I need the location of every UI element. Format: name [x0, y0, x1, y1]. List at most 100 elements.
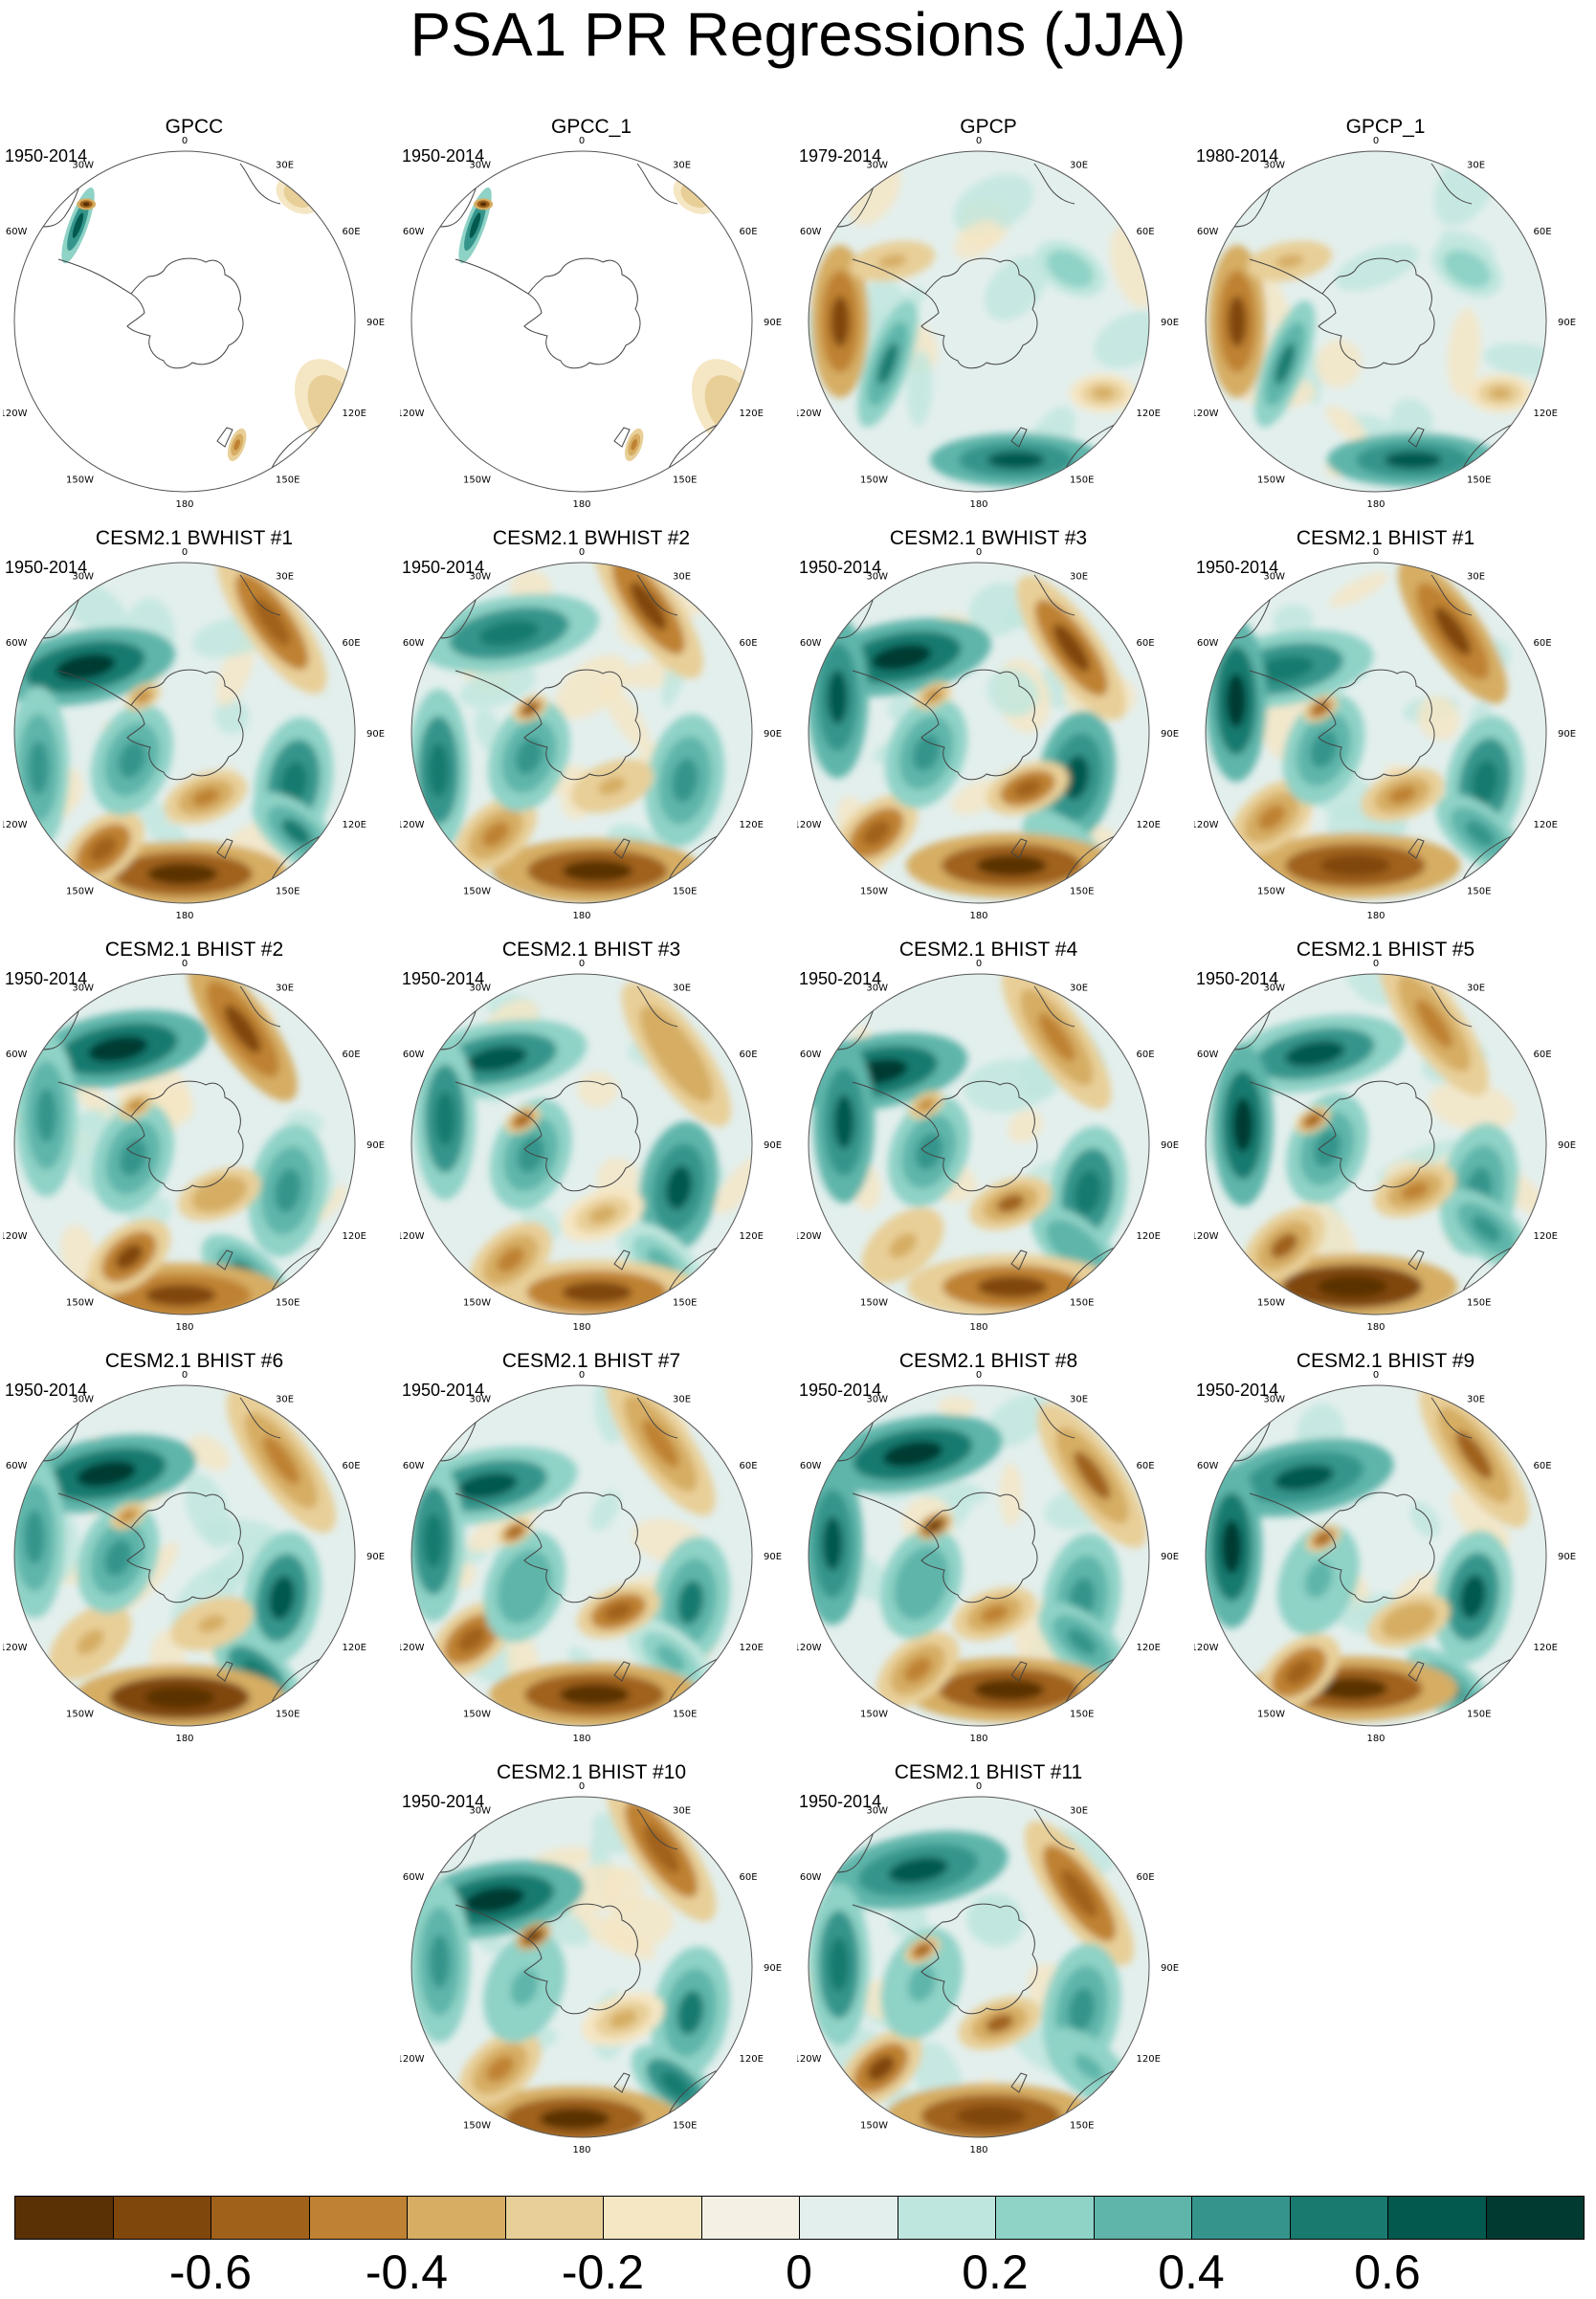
longitude-label: 180: [969, 1734, 987, 1744]
longitude-label: 30W: [866, 1394, 888, 1404]
polar-map: 030E60E90E120E150E180150W120W90W60W30W: [797, 1780, 1180, 2163]
colorbar-box: [799, 2196, 898, 2240]
longitude-label: 180: [969, 1322, 987, 1333]
precip-field: [797, 958, 1149, 1331]
longitude-label: 150E: [673, 2121, 697, 2132]
longitude-label: 90E: [764, 729, 782, 740]
longitude-label: 150E: [276, 887, 299, 897]
polar-map: 030E60E90E120E150E180150W120W90W60W30W: [400, 958, 783, 1340]
longitude-label: 0: [976, 1370, 982, 1381]
longitude-label: 90E: [366, 318, 385, 328]
longitude-label: 30E: [673, 1805, 691, 1816]
polar-map: 030E60E90E120E150E180150W120W90W60W30W: [1194, 958, 1577, 1340]
longitude-label: 120E: [740, 409, 764, 419]
colorbar-box: [1094, 2196, 1193, 2240]
longitude-label: 180: [572, 499, 590, 510]
longitude-label: 90E: [366, 1140, 385, 1151]
longitude-label: 120W: [1194, 409, 1219, 419]
longitude-label: 90E: [764, 1963, 782, 1974]
longitude-label: 30W: [1263, 160, 1285, 170]
longitude-label: 150W: [860, 475, 888, 486]
precip-field: [1201, 1369, 1547, 1742]
longitude-label: 0: [976, 547, 982, 558]
longitude-label: 30E: [276, 983, 294, 993]
colorbar-tick-label: -0.6: [153, 2245, 268, 2299]
longitude-label: 120W: [400, 820, 425, 830]
colorbar-box: [1290, 2196, 1389, 2240]
longitude-label: 150E: [1467, 1710, 1491, 1720]
longitude-label: 0: [579, 1370, 585, 1381]
longitude-label: 120E: [1137, 820, 1161, 830]
figure-title: PSA1 PR Regressions (JJA): [0, 0, 1596, 69]
colorbar-box: [603, 2196, 702, 2240]
longitude-label: 120E: [1534, 1643, 1558, 1653]
longitude-label: 30W: [72, 983, 94, 993]
precip-field: [797, 151, 1177, 492]
longitude-label: 60W: [800, 1050, 822, 1060]
longitude-label: 30W: [72, 1394, 94, 1404]
longitude-label: 150W: [1257, 887, 1285, 897]
longitude-label: 90E: [1558, 318, 1576, 328]
longitude-label: 60W: [1197, 227, 1219, 237]
longitude-label: 30W: [469, 160, 491, 170]
longitude-label: 30E: [673, 1394, 691, 1404]
longitude-label: 150E: [673, 887, 697, 897]
longitude-label: 150E: [276, 1710, 299, 1720]
map-panel: GPCC1950-2014030E60E90E120E150E180150W12…: [3, 116, 386, 518]
precip-field: [4, 1374, 355, 1731]
longitude-label: 60E: [1137, 638, 1155, 649]
longitude-label: 0: [579, 136, 585, 146]
longitude-label: 150W: [1257, 1298, 1285, 1309]
longitude-label: 150W: [463, 1298, 491, 1309]
longitude-label: 150W: [463, 887, 491, 897]
precip-field: [408, 546, 752, 918]
precip-field: [1206, 135, 1564, 492]
longitude-label: 120W: [400, 2054, 425, 2065]
longitude-label: 60E: [343, 638, 361, 649]
longitude-label: 120E: [1137, 1643, 1161, 1653]
longitude-label: 120W: [797, 1643, 822, 1653]
longitude-label: 90E: [1558, 1552, 1576, 1562]
longitude-label: 150W: [463, 2121, 491, 2132]
map-panel: GPCP1979-2014030E60E90E120E150E180150W12…: [797, 116, 1180, 518]
precip-field: [400, 1369, 752, 1727]
longitude-label: 150W: [463, 475, 491, 486]
longitude-label: 150W: [463, 1710, 491, 1720]
longitude-label: 120W: [1194, 1643, 1219, 1653]
longitude-label: 120E: [1137, 2054, 1161, 2065]
longitude-label: 150E: [673, 1710, 697, 1720]
longitude-label: 30E: [1070, 1394, 1088, 1404]
colorbar-box: [1486, 2196, 1585, 2240]
longitude-label: 150W: [860, 887, 888, 897]
colorbar-tick-label: 0.6: [1330, 2245, 1445, 2299]
longitude-label: 150E: [1467, 887, 1491, 897]
longitude-label: 30W: [866, 571, 888, 582]
longitude-label: 30E: [1070, 571, 1088, 582]
longitude-label: 180: [572, 2145, 590, 2155]
longitude-label: 60W: [403, 227, 425, 237]
polar-map: 030E60E90E120E150E180150W120W90W60W30W: [400, 1369, 783, 1752]
longitude-label: 0: [182, 959, 188, 969]
precip-field: [1194, 958, 1558, 1319]
polar-map: 030E60E90E120E150E180150W120W90W60W30W: [400, 546, 783, 929]
longitude-label: 0: [976, 136, 982, 146]
polar-map: 030E60E90E120E150E180150W120W90W60W30W: [1194, 1369, 1577, 1752]
longitude-label: 30E: [1467, 1394, 1485, 1404]
longitude-label: 150W: [66, 475, 94, 486]
longitude-label: 0: [579, 547, 585, 558]
longitude-label: 90E: [1161, 318, 1179, 328]
longitude-label: 90E: [366, 729, 385, 740]
longitude-label: 180: [969, 2145, 987, 2155]
longitude-label: 30W: [469, 983, 491, 993]
longitude-label: 150E: [673, 1298, 697, 1309]
colorbar-box: [14, 2196, 114, 2240]
longitude-label: 120E: [1534, 409, 1558, 419]
longitude-label: 60E: [740, 1872, 758, 1883]
longitude-label: 90E: [1558, 729, 1576, 740]
colorbar-tick-label: 0.2: [938, 2245, 1053, 2299]
longitude-label: 60E: [1534, 638, 1552, 649]
